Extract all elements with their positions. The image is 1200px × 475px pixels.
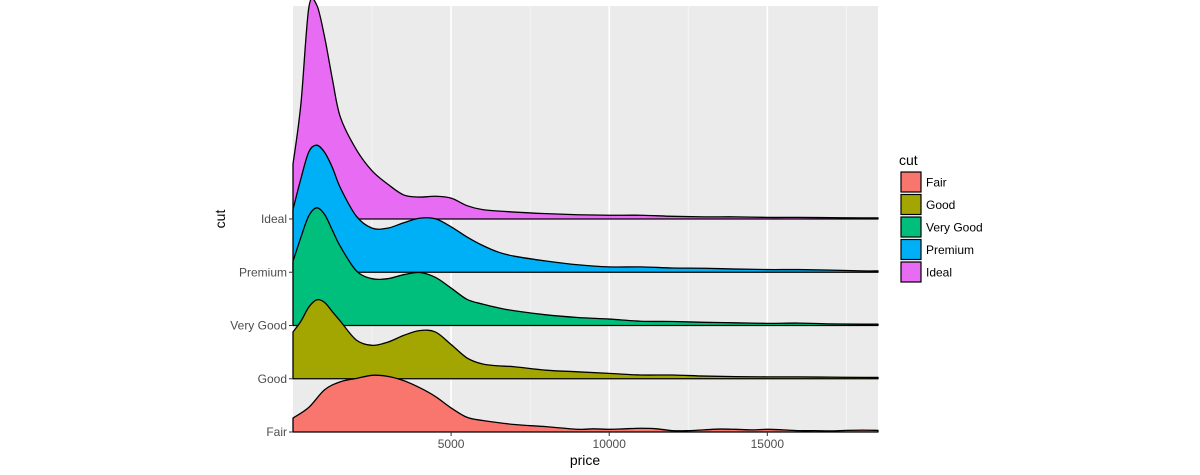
legend-key-fair <box>900 171 922 193</box>
legend-key-good <box>900 193 922 216</box>
x-tick-label: 10000 <box>593 437 627 451</box>
legend: cut Fair Good Very Good Premium Ideal <box>899 152 983 283</box>
ridge-premium <box>292 144 879 273</box>
x-tick-label: 5000 <box>438 437 465 451</box>
density-ridges <box>292 0 879 433</box>
y-axis: Fair Good Very Good Premium Ideal <box>230 212 293 439</box>
legend-label: Good <box>926 198 955 212</box>
legend-label: Premium <box>926 243 974 257</box>
x-axis-title: price <box>570 452 601 468</box>
x-tick-label: 15000 <box>751 437 785 451</box>
y-tick-label: Premium <box>239 265 287 279</box>
ridge-fair <box>292 374 879 433</box>
ridge-ideal <box>292 0 879 220</box>
y-tick-label: Good <box>258 372 287 386</box>
legend-key-ideal <box>900 261 922 283</box>
y-tick-label: Ideal <box>261 212 287 226</box>
legend-key-very-good <box>900 216 922 238</box>
legend-label: Ideal <box>926 266 952 280</box>
legend-title: cut <box>899 152 918 168</box>
ridge-good <box>292 299 879 380</box>
y-axis-title: cut <box>212 210 228 229</box>
legend-key-premium <box>900 238 922 261</box>
x-axis: 5000 10000 15000 <box>438 432 785 451</box>
y-tick-label: Very Good <box>230 319 287 333</box>
ridge-very-good <box>292 207 879 327</box>
legend-label: Fair <box>926 176 947 190</box>
legend-label: Very Good <box>926 221 983 235</box>
y-tick-label: Fair <box>266 425 287 439</box>
